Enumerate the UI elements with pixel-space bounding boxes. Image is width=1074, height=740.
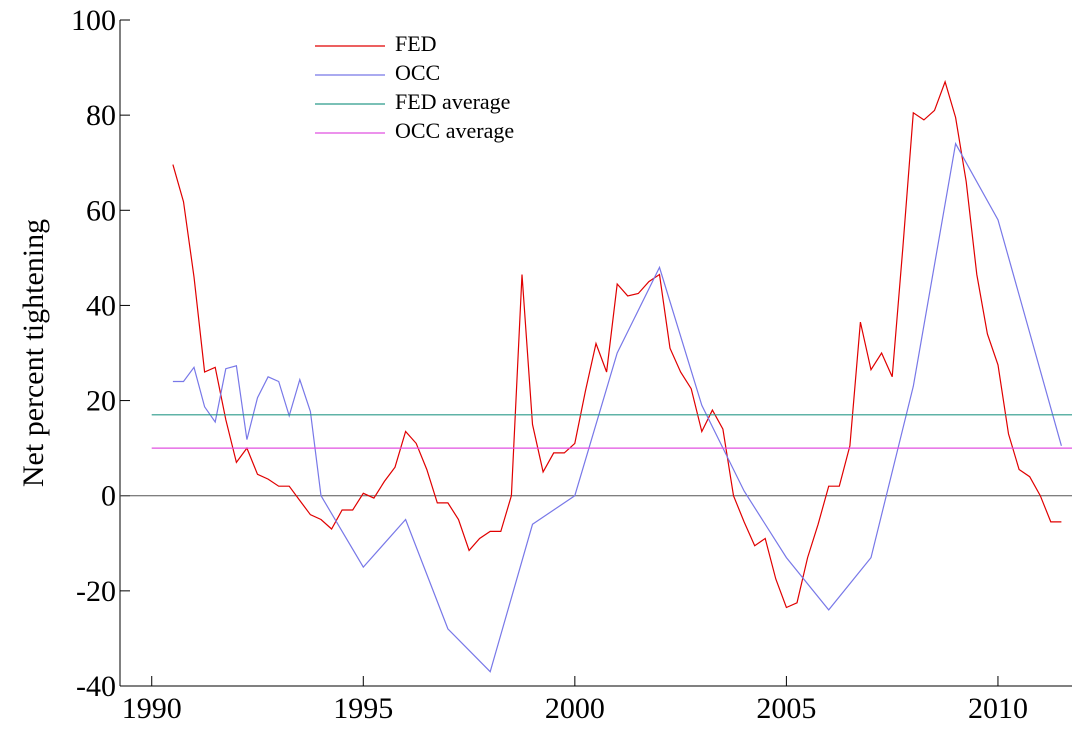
x-tick-label: 1995 <box>333 692 393 725</box>
y-tick-label: 20 <box>86 385 116 418</box>
y-axis-label: Net percent tightening <box>17 219 50 487</box>
y-tick-label: 60 <box>86 194 116 227</box>
legend-label: OCC average <box>395 118 514 143</box>
y-tick-label: -20 <box>76 575 116 608</box>
x-tick-label: 1990 <box>122 692 182 725</box>
x-tick-label: 2010 <box>968 692 1028 725</box>
y-tick-label: 100 <box>71 4 116 37</box>
y-tick-label: 0 <box>101 480 116 513</box>
y-tick-label: 80 <box>86 99 116 132</box>
legend-label: FED <box>395 31 437 56</box>
legend-label: OCC <box>395 60 440 85</box>
line-series <box>172 79 1062 609</box>
y-tick-label: -40 <box>76 670 116 703</box>
y-tick-label: 40 <box>86 289 116 322</box>
legend-label: FED average <box>395 89 510 114</box>
line-series <box>172 141 1062 673</box>
x-tick-label: 2000 <box>545 692 605 725</box>
x-tick-label: 2005 <box>756 692 816 725</box>
